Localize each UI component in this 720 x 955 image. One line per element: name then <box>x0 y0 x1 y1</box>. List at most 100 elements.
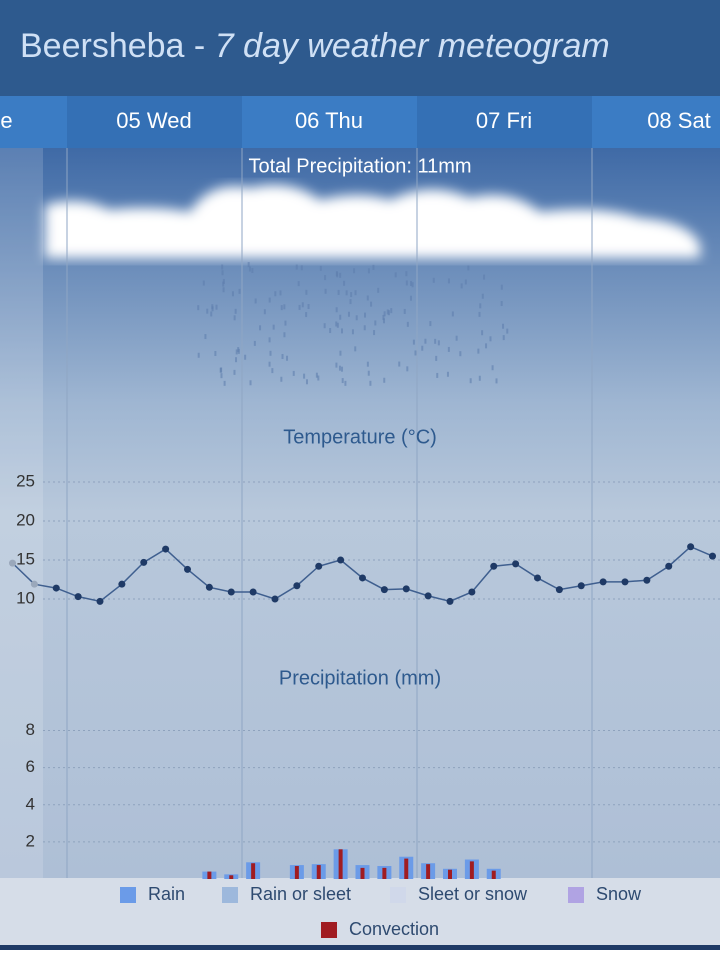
rain-drop <box>315 372 318 378</box>
temperature-point <box>315 562 323 570</box>
rain-drop <box>297 281 300 287</box>
day-label: 04 Tue <box>0 108 13 133</box>
rain-drop <box>459 351 462 357</box>
precip-bar <box>404 858 409 879</box>
day-tab <box>592 96 720 148</box>
rain-drop <box>341 378 344 384</box>
precip-bar <box>360 867 365 879</box>
rain-drop <box>446 371 449 377</box>
temperature-point <box>599 578 607 586</box>
rain-drop <box>412 339 415 345</box>
rain-drop <box>249 380 252 386</box>
rain-drop <box>237 347 240 353</box>
rain-drop <box>403 308 406 314</box>
legend-swatch <box>120 887 136 903</box>
temperature-point <box>512 560 520 568</box>
rain-drop <box>336 322 339 328</box>
precip-bar <box>491 870 496 879</box>
rain-drop <box>329 328 332 334</box>
rain-drop <box>495 378 498 384</box>
rain-drop <box>254 298 257 304</box>
precip-bar <box>229 875 234 879</box>
rain-drop <box>421 345 424 351</box>
rain-drop <box>481 293 484 299</box>
rain-drop <box>485 343 488 349</box>
temperature-point <box>577 582 585 590</box>
rain-drop <box>268 297 271 303</box>
rain-drop <box>489 336 492 342</box>
rain-drop <box>355 315 358 321</box>
rain-drop <box>298 304 301 310</box>
header-bar <box>0 0 720 96</box>
temperature-point <box>9 559 16 567</box>
rain-drop <box>481 330 484 336</box>
day-tab <box>242 96 417 148</box>
rain-drop <box>280 305 283 311</box>
temperature-point <box>227 588 235 596</box>
rain-drop <box>372 264 375 270</box>
rain-drop <box>363 325 366 331</box>
rain-drop <box>211 304 214 310</box>
rain-drop <box>383 377 386 383</box>
rain-drop <box>280 376 283 382</box>
plot-background <box>0 148 720 878</box>
y-tick-label: 8 <box>26 720 35 739</box>
rain-drop <box>336 272 339 278</box>
rain-drop <box>284 320 287 326</box>
y-tick-label: 6 <box>26 757 35 776</box>
rain-drop <box>500 300 503 306</box>
rain-drop <box>367 268 370 274</box>
rain-drop <box>305 289 308 295</box>
rain-drop <box>281 353 284 359</box>
rain-drop <box>382 318 385 324</box>
legend-swatch <box>568 887 584 903</box>
rain-drop <box>251 268 254 274</box>
temperature-point <box>643 576 651 584</box>
precip-bar <box>207 871 212 879</box>
temperature-point <box>555 586 563 594</box>
y-tick-label: 25 <box>16 471 35 490</box>
rain-drop <box>221 264 224 270</box>
rain-drop <box>460 283 463 289</box>
rain-drop <box>343 280 346 286</box>
rain-drop <box>300 265 303 271</box>
rain-drop <box>341 366 344 372</box>
temperature-point <box>709 552 716 560</box>
rain-drop <box>214 350 217 356</box>
rain-drop <box>221 270 224 276</box>
subtitle: 7 day weather meteogram <box>215 27 610 65</box>
temperature-point <box>490 562 498 570</box>
rain-drop <box>301 302 304 308</box>
rain-drop <box>197 352 200 358</box>
legend-label: Convection <box>349 919 439 939</box>
rain-drop <box>429 321 432 327</box>
precip-bar <box>448 869 452 879</box>
temperature-point <box>534 574 541 582</box>
day-label: 05 Wed <box>116 108 191 133</box>
day-tab <box>0 96 67 148</box>
rain-drop <box>506 328 509 334</box>
precip-bar <box>316 865 321 879</box>
rain-drop <box>283 304 286 310</box>
rain-drop <box>437 340 440 346</box>
temperature-point <box>52 584 60 592</box>
rain-drop <box>455 335 458 341</box>
rain-drop <box>263 309 266 315</box>
rain-drop <box>204 334 207 340</box>
precip-bar <box>294 866 299 879</box>
temperature-point <box>293 582 301 590</box>
rain-drop <box>222 281 225 287</box>
rain-drop <box>369 380 372 386</box>
rain-drop <box>351 329 354 335</box>
rain-drop <box>502 335 505 341</box>
rain-drop <box>324 288 327 294</box>
temperature-point <box>140 558 148 566</box>
rain-drop <box>274 291 277 297</box>
rain-drop <box>307 304 310 310</box>
precip-bar <box>382 867 387 879</box>
rain-drop <box>338 365 341 371</box>
rain-drop <box>424 338 427 344</box>
rain-drop <box>210 311 213 317</box>
rain-drop <box>367 370 370 376</box>
